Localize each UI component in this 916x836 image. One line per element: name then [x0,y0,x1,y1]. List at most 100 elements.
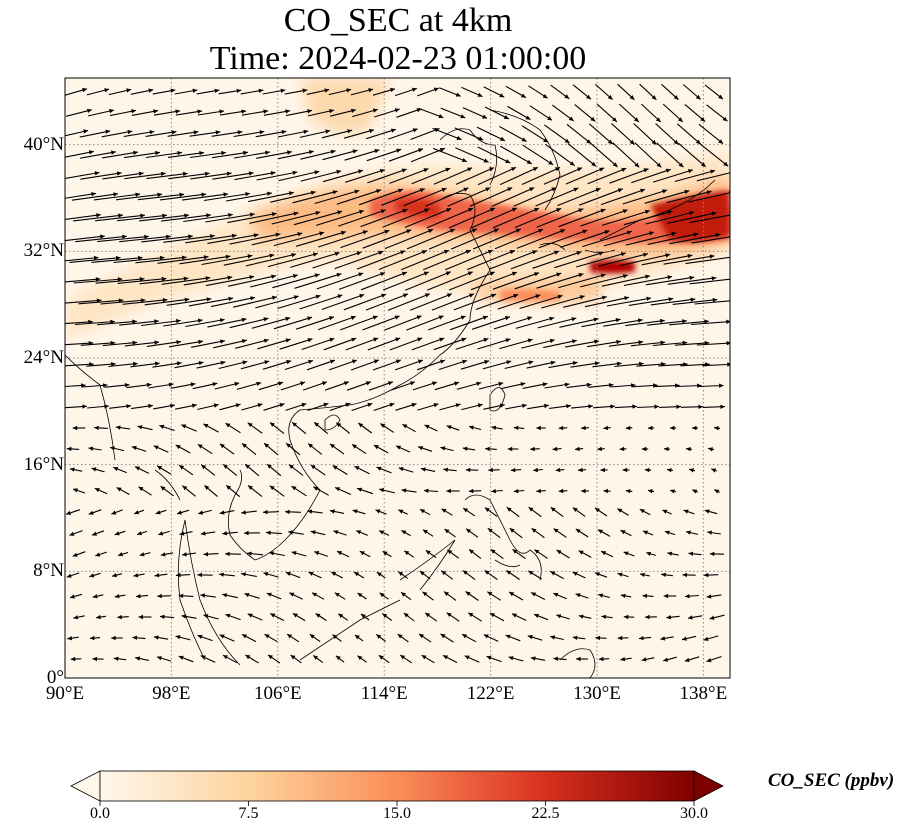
wind-vector-head [513,425,519,431]
wind-vector-head [617,635,623,641]
wind-vector [65,150,94,158]
wind-vector-head [285,571,291,576]
wind-vector-head [703,636,709,641]
wind-vector-head [554,250,560,255]
wind-vector-head [181,614,187,619]
wind-vector-head [600,208,606,213]
wind-vector-head [241,339,247,344]
wind-vector-head [522,403,527,408]
wind-vector-head [692,489,698,494]
wind-vector [167,152,205,158]
wind-vector-head [374,149,380,154]
map-frame [64,77,731,679]
wind-vector-head [534,207,539,212]
wind-vector [384,315,422,331]
wind-vector-head [228,213,233,218]
wind-vector-head [88,446,94,451]
wind-vector [152,362,182,368]
wind-vector-head [439,337,445,342]
wind-vector-head [478,136,484,141]
wind-vector [403,187,447,207]
wind-vector-head [131,445,137,451]
wind-vector-head [270,422,275,427]
wind-vector [113,256,165,264]
wind-vector-head [467,271,473,276]
wind-vector-head [197,444,203,449]
wind-vector-head [651,139,657,145]
wind-vector-head [682,572,687,578]
wind-vector [273,231,325,247]
wind-vector-head [655,117,661,122]
wind-vector-head [398,467,404,472]
wind-vector-head [591,161,597,167]
wind-vector-head [469,293,474,298]
wind-vector-head [660,340,666,345]
wind-vector-head [690,297,696,302]
wind-vector-head [684,189,690,194]
wind-vector-head [153,635,159,640]
wind-vector-head [528,507,534,512]
wind-vector [455,167,495,185]
wind-vector-head [411,87,417,92]
wind-vector-head [491,425,497,430]
wind-vector-head [92,656,98,662]
wind-vector-head [310,464,316,470]
wind-vector-head [476,381,482,386]
wind-vector-head [617,508,623,513]
wind-vector-head [286,443,291,448]
wind-vector-head [155,510,161,515]
wind-vector-head [138,171,144,176]
wind-vector [582,230,632,248]
wind-vector-head [102,383,108,388]
wind-vector [388,128,418,140]
wind-vector-head [665,253,671,258]
wind-vector [470,271,518,291]
wind-vector-head [686,447,691,452]
wind-vector-head [419,188,425,193]
wind-vector-head [175,445,181,450]
wind-vector-head [598,656,604,662]
wind-vector-head [314,273,320,278]
wind-vector [416,359,446,371]
wind-vector-head [535,294,541,299]
wind-vector-head [293,295,299,300]
wind-vector [360,208,408,228]
wind-vector-head [500,136,505,141]
wind-vector-head [506,507,512,512]
concentration-field [65,78,730,340]
wind-vector-head [114,531,120,536]
wind-vector [235,339,269,349]
wind-vector [365,293,409,311]
wind-vector-head [432,381,437,386]
wind-vector-head [422,250,427,255]
wind-vector [255,130,287,138]
wind-vector [343,293,387,311]
wind-vector-head [279,403,285,408]
wind-vector-head [190,382,196,387]
wind-vector [611,123,635,145]
wind-vector-head [695,139,701,145]
wind-vector [212,151,248,159]
wind-vector-head [313,486,319,491]
wind-vector-head [704,509,710,514]
wind-vector-head [525,115,531,120]
wind-vector [656,142,684,168]
wind-vector-head [464,655,470,660]
wind-vector-head [267,464,272,469]
wind-vector [91,257,143,263]
wind-vector-head [184,297,190,302]
wind-vector-head [438,114,444,119]
wind-vector-head [292,422,297,427]
wind-vector-head [324,88,330,93]
wind-vector-head [406,229,412,234]
wind-vector-head [373,359,379,364]
wind-vector-head [550,571,556,576]
wind-vector [521,166,561,186]
wind-vector [318,230,368,248]
wind-vector [168,172,210,180]
wind-vector [422,249,472,271]
wind-vector [579,188,623,206]
wind-vector [645,276,695,286]
wind-vector-head [245,192,250,197]
wind-vector-head [573,187,579,192]
